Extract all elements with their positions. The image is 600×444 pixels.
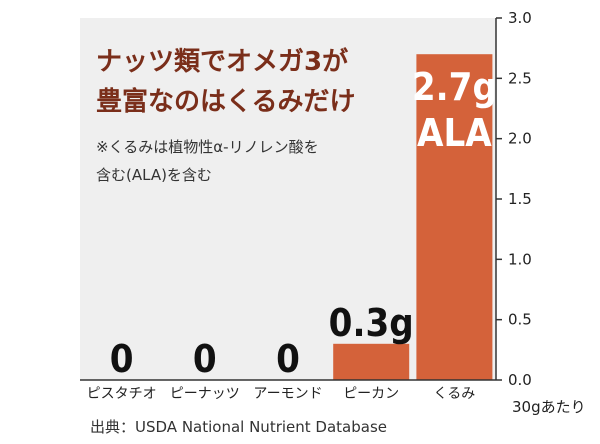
chart-note-line-2: 含む(ALA)を含む: [96, 166, 212, 184]
source-note: 出典：USDA National Nutrient Database: [90, 418, 387, 436]
y-tick-label-2: 2.5: [508, 69, 532, 87]
category-label-3: アーモンド: [253, 386, 322, 402]
y-tick-label-3: 2.0: [508, 130, 532, 148]
data-label-4: 0.3g: [329, 301, 414, 345]
category-label-4: ピーカン: [343, 386, 399, 402]
y-tick-label-6: 0.5: [508, 311, 532, 329]
bar-4: [333, 343, 410, 380]
data-label-extra-5: ALA: [417, 111, 492, 155]
category-label-1: ピスタチオ: [87, 386, 157, 402]
chart-note-line-1: ※くるみは植物性α-リノレン酸を: [96, 138, 319, 156]
y-tick-label-7: 0.0: [508, 371, 532, 389]
chart-title-line-1: ナッツ類でオメガ3が: [96, 46, 348, 77]
category-label-5: くるみ: [434, 386, 476, 402]
chart-title-line-2: 豊富なのはくるみだけ: [96, 86, 355, 117]
bar-5: [416, 54, 493, 380]
unit-label: 30gあたり: [512, 398, 586, 416]
data-label-3: 0: [276, 337, 300, 381]
data-label-1: 0: [110, 337, 134, 381]
y-tick-label-1: 3.0: [508, 9, 532, 27]
category-label-2: ピーナッツ: [170, 386, 240, 402]
data-label-2: 0: [193, 337, 217, 381]
y-tick-label-4: 1.5: [508, 190, 532, 208]
y-tick-label-5: 1.0: [508, 250, 532, 268]
data-label-5: 2.7g: [412, 65, 497, 109]
